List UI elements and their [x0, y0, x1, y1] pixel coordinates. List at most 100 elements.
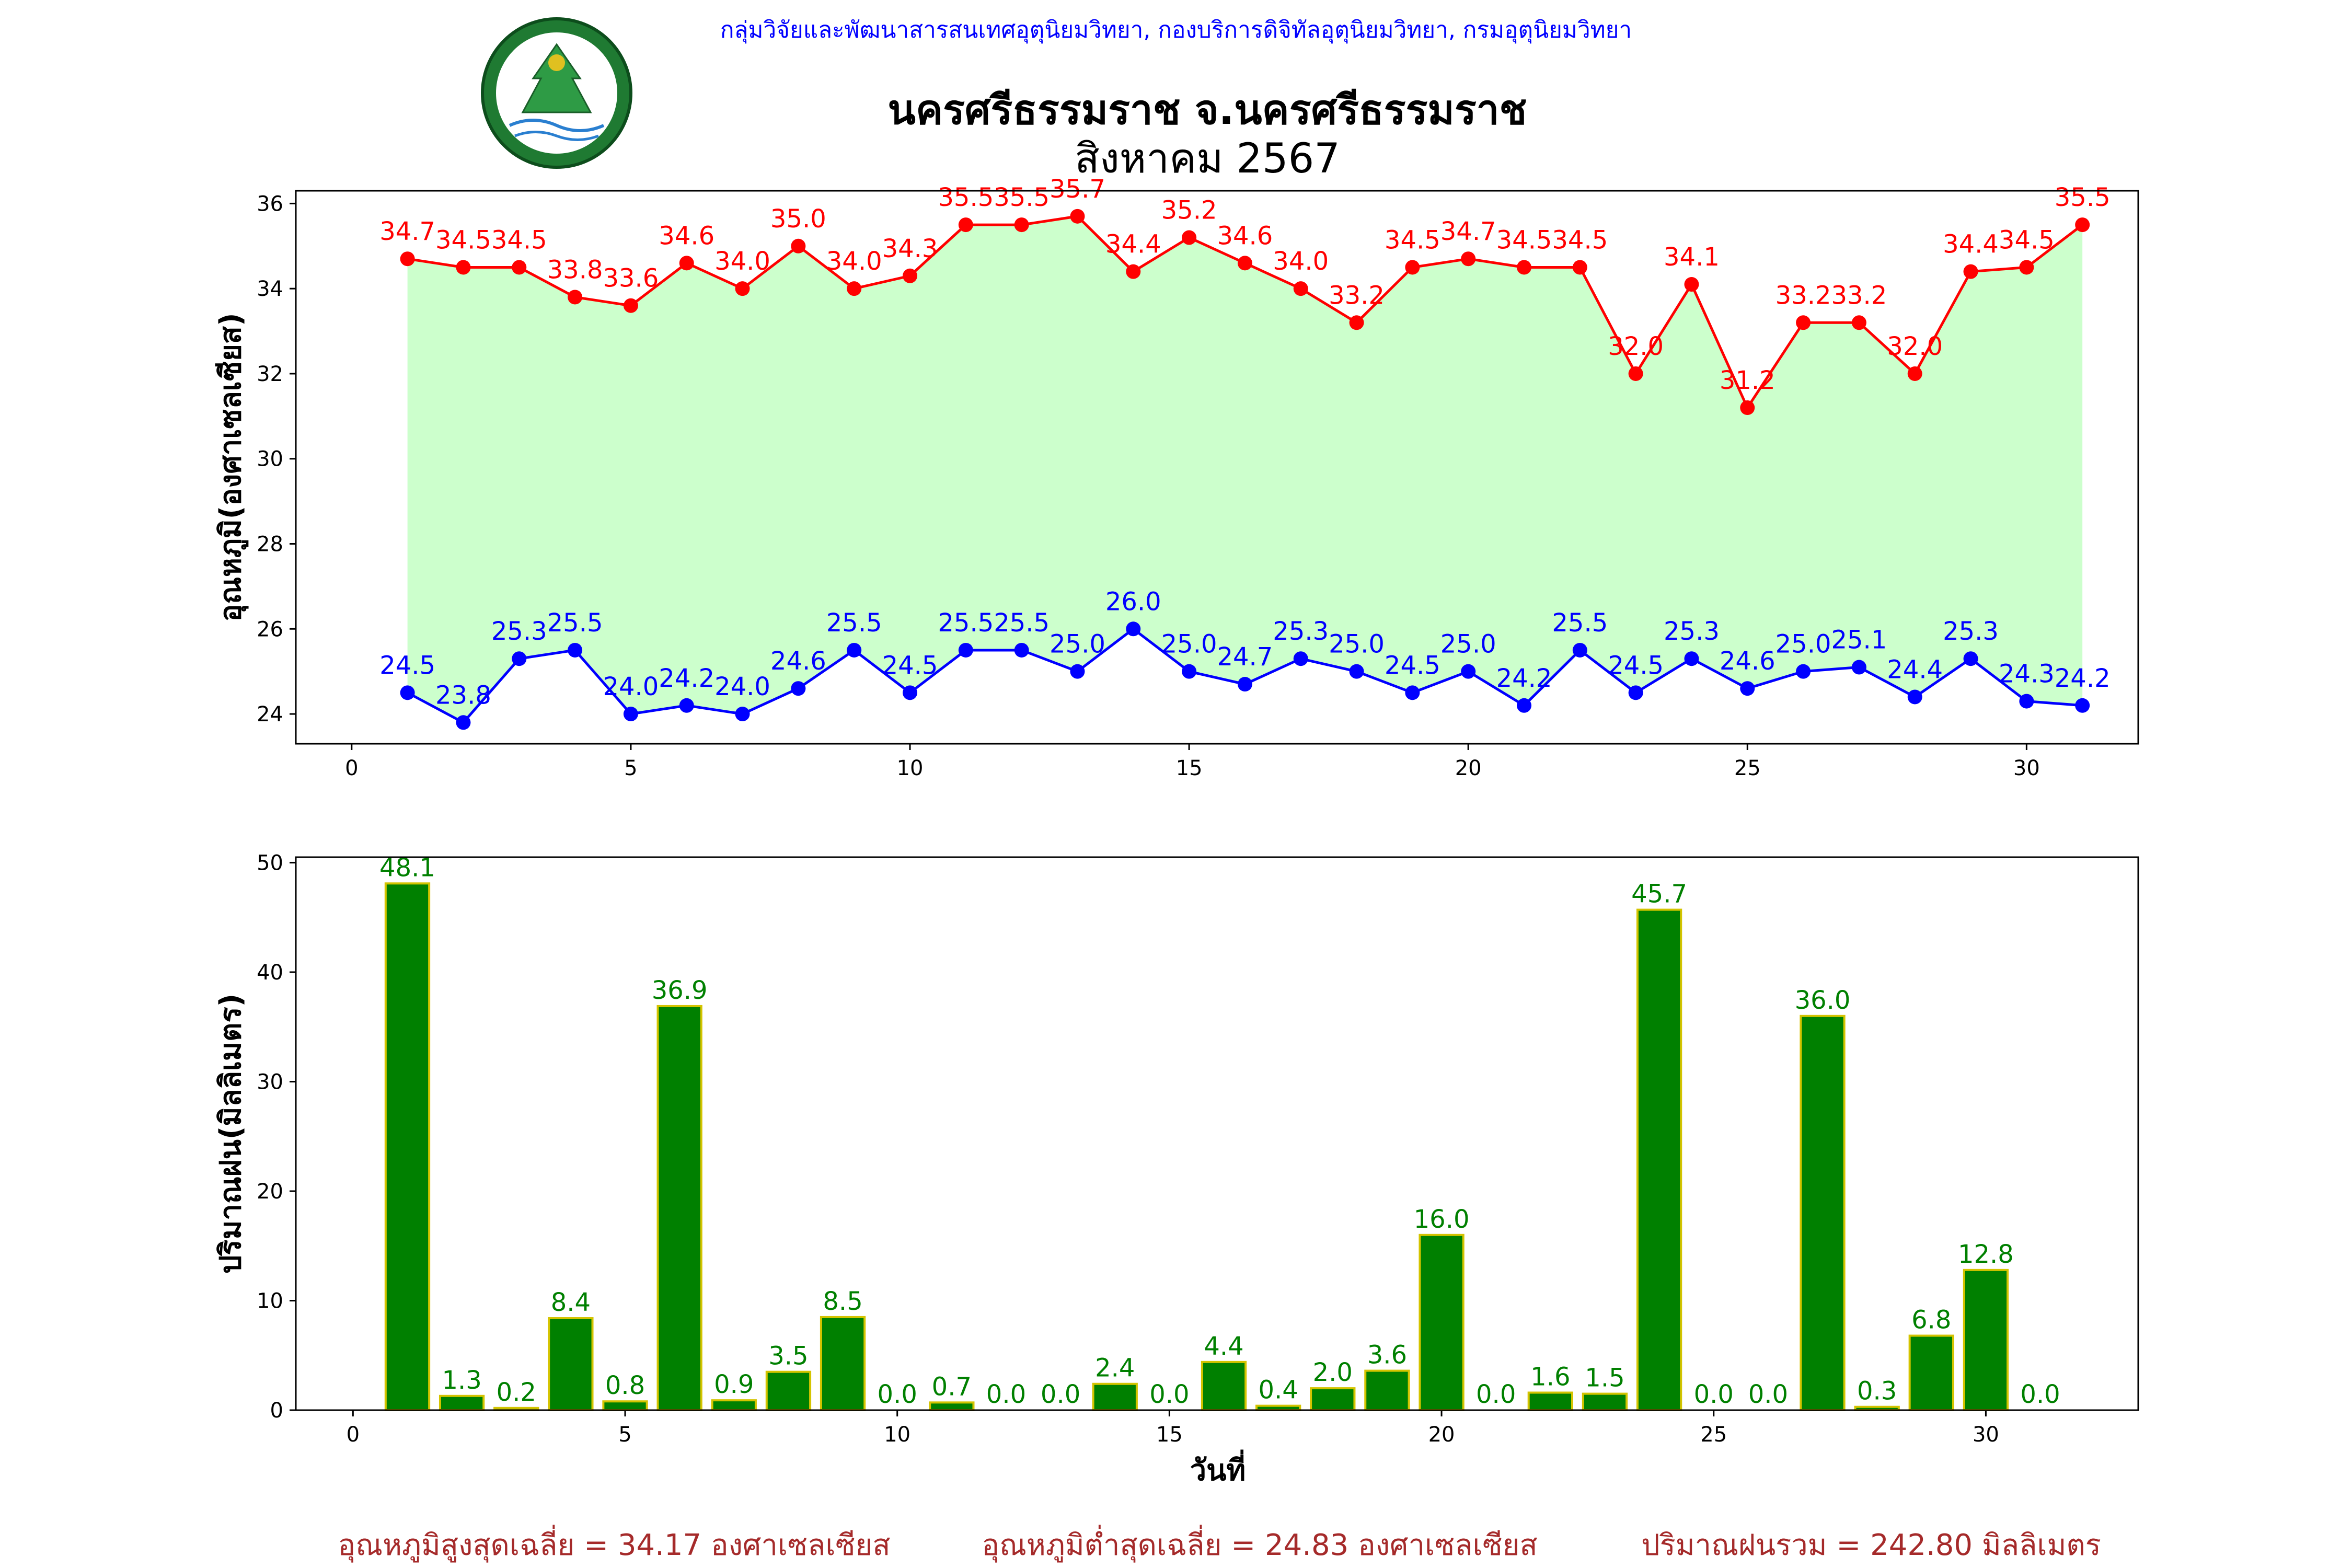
rain-bar-11 [929, 1401, 975, 1412]
temp-min-point-8 [791, 681, 806, 696]
temp-min-label-25: 24.6 [1720, 647, 1775, 676]
rain-bar-20 [1419, 1233, 1465, 1411]
rain-bar-7 [711, 1399, 757, 1411]
temp-max-point-4 [568, 290, 583, 305]
temp-min-label-20: 25.0 [1440, 630, 1496, 659]
temp-min-point-27 [1851, 660, 1866, 675]
temp-max-label-1: 34.7 [379, 217, 435, 246]
temp-min-point-4 [568, 642, 583, 658]
temp-min-label-18: 25.0 [1329, 630, 1385, 659]
rain-bar-1 [384, 882, 431, 1411]
temp-min-point-28 [1907, 689, 1922, 705]
temp-max-point-7 [735, 281, 750, 296]
temp-max-label-4: 33.8 [547, 255, 603, 284]
temp-min-point-13 [1070, 664, 1085, 679]
rain-label-26: 0.0 [1748, 1380, 1788, 1409]
temp-max-label-9: 34.0 [826, 247, 882, 276]
rain-label-19: 3.6 [1367, 1341, 1407, 1370]
temp-y-tick-label-30: 30 [257, 447, 283, 471]
rain-y-tick-label-30: 30 [257, 1070, 283, 1094]
rain-label-23: 1.5 [1585, 1364, 1624, 1393]
temp-max-label-17: 34.0 [1273, 247, 1329, 276]
temp-y-tick-label-34: 34 [257, 277, 283, 301]
temp-min-point-9 [847, 642, 862, 658]
temp-x-tick-label-0: 0 [345, 756, 358, 780]
temp-min-label-9: 25.5 [826, 608, 882, 638]
rain-label-14: 2.4 [1095, 1354, 1135, 1383]
temp-min-point-1 [400, 685, 415, 700]
rain-x-tick-label-20: 20 [1428, 1423, 1455, 1447]
temp-max-point-9 [847, 281, 862, 296]
temp-min-point-15 [1182, 664, 1197, 679]
temp-max-point-23 [1628, 366, 1643, 381]
rain-x-tick-label-5: 5 [618, 1423, 631, 1447]
rain-label-13: 0.0 [1041, 1380, 1080, 1409]
temp-y-tick-label-36: 36 [257, 192, 283, 216]
temp-min-point-10 [903, 685, 917, 700]
rain-label-17: 0.4 [1258, 1376, 1298, 1405]
temp-x-tick-label-30: 30 [2013, 756, 2040, 780]
rain-y-tick-label-10: 10 [257, 1289, 283, 1313]
temp-max-label-15: 35.2 [1161, 196, 1217, 225]
temp-min-label-29: 25.3 [1943, 617, 1999, 646]
rain-label-10: 0.0 [878, 1380, 917, 1409]
rain-label-3: 0.2 [497, 1378, 536, 1407]
temp-y-tick-label-32: 32 [257, 362, 283, 386]
rain-label-12: 0.0 [986, 1380, 1026, 1409]
temp-max-label-23: 32.0 [1608, 332, 1664, 361]
rain-x-tick-label-10: 10 [884, 1423, 910, 1447]
temp-min-point-6 [679, 698, 694, 713]
temp-max-point-28 [1907, 366, 1922, 381]
temp-x-tick-label-5: 5 [624, 756, 637, 780]
temp-y-tick-label-26: 26 [257, 617, 283, 641]
temp-max-label-29: 34.4 [1943, 230, 1999, 259]
rain-label-9: 8.5 [823, 1287, 862, 1316]
chart-title-line2: สิงหาคม 2567 [1075, 135, 1340, 182]
temp-min-label-16: 24.7 [1217, 642, 1273, 672]
rain-label-16: 4.4 [1204, 1332, 1243, 1361]
rain-label-27: 36.0 [1795, 986, 1851, 1015]
temp-min-point-24 [1684, 651, 1699, 666]
temp-max-point-13 [1070, 209, 1085, 224]
rain-label-8: 3.5 [768, 1342, 808, 1371]
temp-min-label-10: 24.5 [882, 651, 938, 680]
temp-max-point-3 [512, 260, 527, 275]
temp-min-label-5: 24.0 [603, 672, 659, 701]
temp-max-point-15 [1182, 230, 1197, 245]
temp-min-point-3 [512, 651, 527, 666]
temp-min-label-8: 24.6 [770, 647, 826, 676]
temp-min-point-12 [1014, 642, 1029, 658]
temp-x-tick-label-10: 10 [897, 756, 924, 780]
temp-max-point-27 [1851, 315, 1866, 330]
temp-max-label-24: 34.1 [1664, 243, 1720, 272]
temp-min-label-30: 24.3 [1999, 660, 2055, 689]
rainfall-chart: 0 5 10 15 20 25 30 0 10 20 30 40 50 48.1 1.3 0.2 8.4 0.8… [214, 851, 2139, 1488]
temp-max-point-1 [400, 251, 415, 267]
temp-min-point-21 [1517, 698, 1531, 713]
temp-min-point-17 [1293, 651, 1308, 666]
rain-label-6: 36.9 [652, 976, 708, 1005]
temp-max-label-27: 33.2 [1831, 281, 1887, 310]
rain-bar-9 [820, 1316, 866, 1412]
rain-x-tick-label-15: 15 [1156, 1423, 1183, 1447]
temp-max-label-10: 34.3 [882, 234, 938, 263]
temp-max-point-5 [623, 298, 638, 313]
rain-bar-29 [1908, 1334, 1954, 1411]
rain-label-15: 0.0 [1149, 1380, 1189, 1409]
rain-bar-8 [765, 1370, 812, 1412]
temp-max-label-31: 35.5 [2055, 183, 2111, 212]
rain-label-30: 12.8 [1958, 1240, 2014, 1269]
temp-max-point-22 [1572, 260, 1587, 275]
temp-min-label-31: 24.2 [2055, 664, 2111, 693]
temp-min-point-23 [1628, 685, 1643, 700]
temp-min-point-31 [2075, 698, 2090, 713]
temp-min-label-24: 25.3 [1664, 617, 1720, 646]
temp-max-label-20: 34.7 [1440, 217, 1496, 246]
temp-x-tick-label-25: 25 [1734, 756, 1761, 780]
department-logo [481, 17, 632, 169]
temp-max-point-2 [456, 260, 471, 275]
rain-y-tick-label-20: 20 [257, 1180, 283, 1204]
temperature-plot-frame [295, 190, 2139, 745]
rain-label-7: 0.9 [714, 1370, 754, 1399]
